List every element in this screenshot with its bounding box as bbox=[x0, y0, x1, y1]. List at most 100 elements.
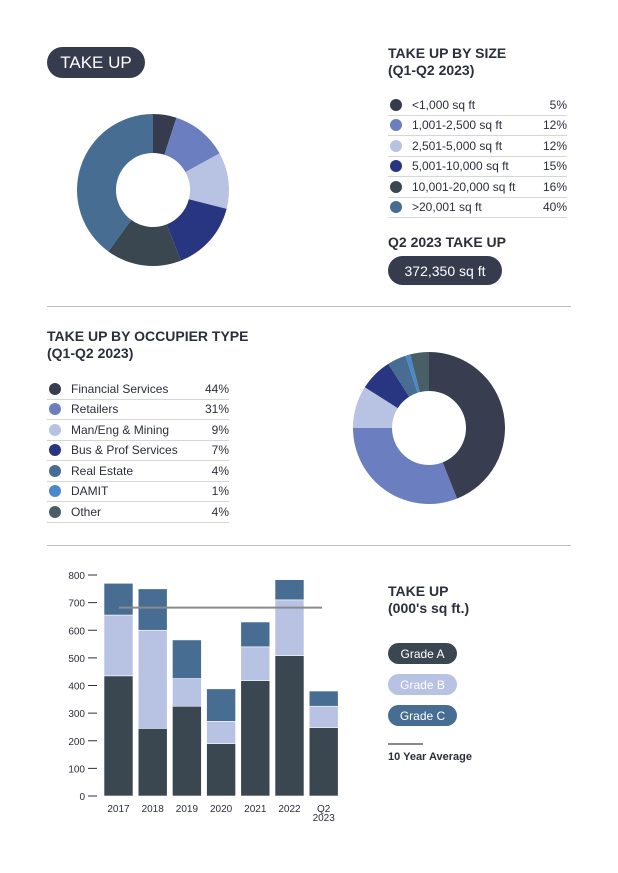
legend-grade-c: Grade C bbox=[388, 705, 457, 726]
legend-item: 2,501-5,000 sq ft 12% bbox=[388, 136, 567, 157]
bar-segment bbox=[206, 721, 236, 744]
bar-segment bbox=[308, 690, 339, 707]
x-tick-label: 2022 bbox=[278, 804, 301, 815]
legend-grade-b: Grade B bbox=[388, 674, 457, 695]
legend-dot-icon bbox=[390, 180, 402, 193]
legend-grade-a: Grade A bbox=[388, 643, 457, 664]
size-title: TAKE UP BY SIZE (Q1-Q2 2023) bbox=[388, 45, 506, 79]
legend-grade-c-label: Grade C bbox=[399, 708, 446, 723]
legend-item: DAMIT 1% bbox=[47, 482, 229, 502]
legend-value: 9% bbox=[211, 422, 229, 437]
y-tick-label: 400 bbox=[68, 682, 85, 693]
occupier-title: TAKE UP BY OCCUPIER TYPE (Q1-Q2 2023) bbox=[47, 328, 248, 362]
bar-segment bbox=[137, 629, 168, 729]
y-tick-label: 300 bbox=[68, 709, 85, 720]
legend-grade-b-label: Grade B bbox=[400, 677, 445, 692]
legend-label: Real Estate bbox=[71, 463, 134, 478]
legend-dot-icon bbox=[390, 139, 402, 152]
legend-label: 10,001-20,000 sq ft bbox=[412, 179, 516, 194]
occupier-subtitle: (Q1-Q2 2023) bbox=[47, 345, 134, 361]
y-tick-label: 200 bbox=[68, 737, 85, 748]
donut-slice bbox=[405, 354, 420, 393]
legend-label: 5,001-10,000 sq ft bbox=[412, 159, 509, 174]
legend-label: DAMIT bbox=[71, 484, 109, 499]
legend-dot-icon bbox=[49, 444, 61, 457]
legend-dot-icon bbox=[49, 382, 61, 395]
bar-segment bbox=[206, 688, 236, 722]
legend-dot-icon bbox=[390, 98, 402, 111]
legend-label: Other bbox=[71, 504, 102, 519]
legend-label: 1,001-2,500 sq ft bbox=[412, 118, 503, 133]
bar-segment bbox=[274, 579, 305, 601]
legend-value: 16% bbox=[542, 179, 567, 194]
bar-segment bbox=[103, 675, 134, 797]
donut-slice bbox=[429, 352, 505, 499]
occupier-legend: Financial Services 44% Retailers 31% Man/Eng… bbox=[47, 379, 229, 523]
donut-slice bbox=[388, 355, 418, 397]
bar-segment bbox=[172, 639, 202, 679]
bar-segment bbox=[308, 705, 339, 728]
legend-value: 7% bbox=[211, 443, 229, 458]
x-tick-label: 2020 bbox=[210, 804, 233, 815]
x-tick-label: 2019 bbox=[176, 804, 199, 815]
legend-average-label: 10 Year Average bbox=[388, 751, 472, 763]
bar-segment bbox=[103, 614, 134, 677]
bar-segment bbox=[137, 588, 168, 631]
size-donut-chart bbox=[77, 114, 230, 266]
legend-grade-a-label: Grade A bbox=[400, 646, 445, 661]
legend-dot-icon bbox=[49, 505, 61, 518]
y-tick-label: 100 bbox=[68, 764, 85, 775]
q2-title: Q2 2023 TAKE UP bbox=[388, 234, 507, 250]
q2-value-badge: 372,350 sq ft bbox=[388, 256, 502, 285]
x-tick-label: 2017 bbox=[107, 804, 130, 815]
legend-label: Financial Services bbox=[71, 381, 169, 396]
legend-dot-icon bbox=[49, 403, 61, 416]
legend-item: Retailers 31% bbox=[47, 400, 229, 420]
donut-slice bbox=[185, 153, 230, 209]
legend-dot-icon bbox=[49, 464, 61, 477]
legend-value: 4% bbox=[211, 504, 229, 519]
bar-chart-subtitle: (000's sq ft.) bbox=[388, 600, 470, 616]
donut-slice bbox=[166, 199, 227, 261]
size-subtitle: (Q1-Q2 2023) bbox=[388, 62, 475, 78]
y-tick-label: 0 bbox=[79, 792, 85, 803]
donut-slice bbox=[353, 387, 398, 428]
legend-item: >20,001 sq ft 40% bbox=[388, 198, 567, 218]
size-legend: <1,000 sq ft 5% 1,001-2,500 sq ft 12% 2,501-… bbox=[388, 95, 567, 218]
legend-value: 4% bbox=[211, 463, 229, 478]
legend-item: 5,001-10,000 sq ft 15% bbox=[388, 157, 567, 177]
y-tick-label: 700 bbox=[68, 599, 85, 610]
bar-chart-title-text: TAKE UP bbox=[388, 583, 449, 599]
legend-value: 15% bbox=[542, 159, 567, 174]
donut-slice bbox=[353, 428, 457, 504]
legend-value: 44% bbox=[204, 381, 229, 396]
divider bbox=[47, 306, 571, 307]
legend-item: Real Estate 4% bbox=[47, 461, 229, 482]
legend-dot-icon bbox=[49, 423, 61, 436]
legend-dot-icon bbox=[49, 485, 61, 498]
take-up-heading: TAKE UP bbox=[47, 47, 145, 78]
legend-label: <1,000 sq ft bbox=[412, 97, 476, 112]
donut-slice bbox=[108, 219, 181, 266]
legend-value: 12% bbox=[542, 118, 567, 133]
bar-segment bbox=[103, 582, 134, 616]
q2-value: 372,350 sq ft bbox=[404, 262, 486, 279]
take-up-label: TAKE UP bbox=[60, 52, 132, 72]
legend-item: Man/Eng & Mining 9% bbox=[47, 420, 229, 441]
legend-value: 5% bbox=[549, 97, 567, 112]
legend-label: Bus & Prof Services bbox=[71, 443, 178, 458]
legend-value: 1% bbox=[211, 484, 229, 499]
legend-item: <1,000 sq ft 5% bbox=[388, 95, 567, 116]
take-up-bar-chart: 0 100 200 300 400 500 600 700 800 2017 2018 2019 202… bbox=[68, 571, 339, 824]
bar-segment bbox=[240, 680, 271, 797]
donut-slice bbox=[364, 363, 410, 409]
bar-segment bbox=[206, 743, 236, 797]
legend-label: >20,001 sq ft bbox=[412, 200, 482, 215]
legend-item: Bus & Prof Services 7% bbox=[47, 441, 229, 461]
divider bbox=[47, 545, 571, 546]
donut-slice bbox=[153, 114, 177, 155]
legend-label: Retailers bbox=[71, 402, 119, 417]
legend-dot-icon bbox=[390, 201, 402, 214]
bar-segment bbox=[308, 727, 339, 797]
legend-item: 1,001-2,500 sq ft 12% bbox=[388, 116, 567, 136]
